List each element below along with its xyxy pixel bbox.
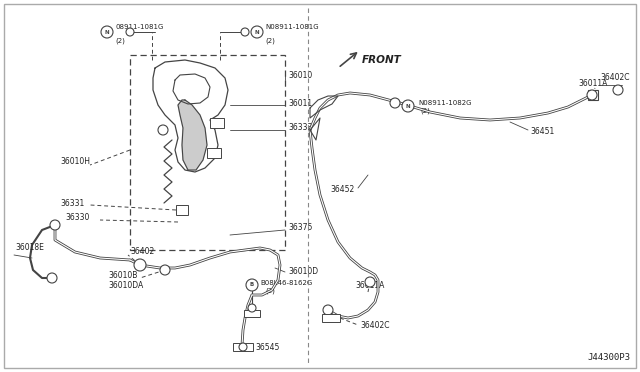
Circle shape <box>47 273 57 283</box>
Bar <box>588 90 598 100</box>
Text: 36018E: 36018E <box>15 244 44 253</box>
Text: 36402C: 36402C <box>360 321 390 330</box>
Text: 36452: 36452 <box>330 186 355 195</box>
Circle shape <box>613 85 623 95</box>
Text: 36402: 36402 <box>130 247 154 257</box>
Polygon shape <box>178 100 207 170</box>
Text: N: N <box>406 103 410 109</box>
Text: 36333: 36333 <box>288 124 312 132</box>
Text: 36011A: 36011A <box>355 280 385 289</box>
Text: N: N <box>105 29 109 35</box>
Circle shape <box>239 343 247 351</box>
Circle shape <box>390 98 400 108</box>
Text: N08911-1081G: N08911-1081G <box>265 24 319 30</box>
Circle shape <box>160 265 170 275</box>
Text: 36330: 36330 <box>65 214 90 222</box>
Bar <box>244 310 260 317</box>
Circle shape <box>248 304 256 312</box>
Circle shape <box>365 277 375 287</box>
Text: 36545: 36545 <box>255 343 280 353</box>
Text: B08L46-8162G: B08L46-8162G <box>260 280 312 286</box>
Circle shape <box>246 279 258 291</box>
Text: (2): (2) <box>265 288 275 294</box>
Text: 36010: 36010 <box>288 71 312 80</box>
Circle shape <box>101 26 113 38</box>
Text: B: B <box>250 282 254 288</box>
Circle shape <box>126 28 134 36</box>
Text: 08911-1081G: 08911-1081G <box>115 24 163 30</box>
Bar <box>176 205 188 215</box>
Text: N08911-1082G: N08911-1082G <box>418 100 472 106</box>
Text: 36451: 36451 <box>530 128 554 137</box>
Text: (2): (2) <box>265 38 275 45</box>
Text: FRONT: FRONT <box>362 55 402 65</box>
Text: (2): (2) <box>115 38 125 45</box>
Bar <box>322 314 340 322</box>
Circle shape <box>241 28 249 36</box>
Circle shape <box>50 220 60 230</box>
Text: 36010DA: 36010DA <box>108 280 143 289</box>
Text: (2): (2) <box>420 108 430 114</box>
Text: 36010B: 36010B <box>108 270 138 279</box>
Bar <box>207 148 221 158</box>
Text: 36010H: 36010H <box>60 157 90 167</box>
Circle shape <box>587 90 597 100</box>
Circle shape <box>402 100 414 112</box>
Circle shape <box>251 26 263 38</box>
Text: 36375: 36375 <box>288 224 312 232</box>
Text: 36011A: 36011A <box>578 79 607 88</box>
Bar <box>233 343 253 351</box>
Text: 36010D: 36010D <box>288 267 318 276</box>
Circle shape <box>323 305 333 315</box>
Text: 36331: 36331 <box>60 199 84 208</box>
Circle shape <box>134 259 146 271</box>
Bar <box>210 118 224 128</box>
Text: 36402C: 36402C <box>600 74 630 83</box>
Text: N: N <box>255 29 259 35</box>
Bar <box>130 55 285 250</box>
Text: 36011: 36011 <box>288 99 312 108</box>
Text: J44300P3: J44300P3 <box>587 353 630 362</box>
Circle shape <box>158 125 168 135</box>
